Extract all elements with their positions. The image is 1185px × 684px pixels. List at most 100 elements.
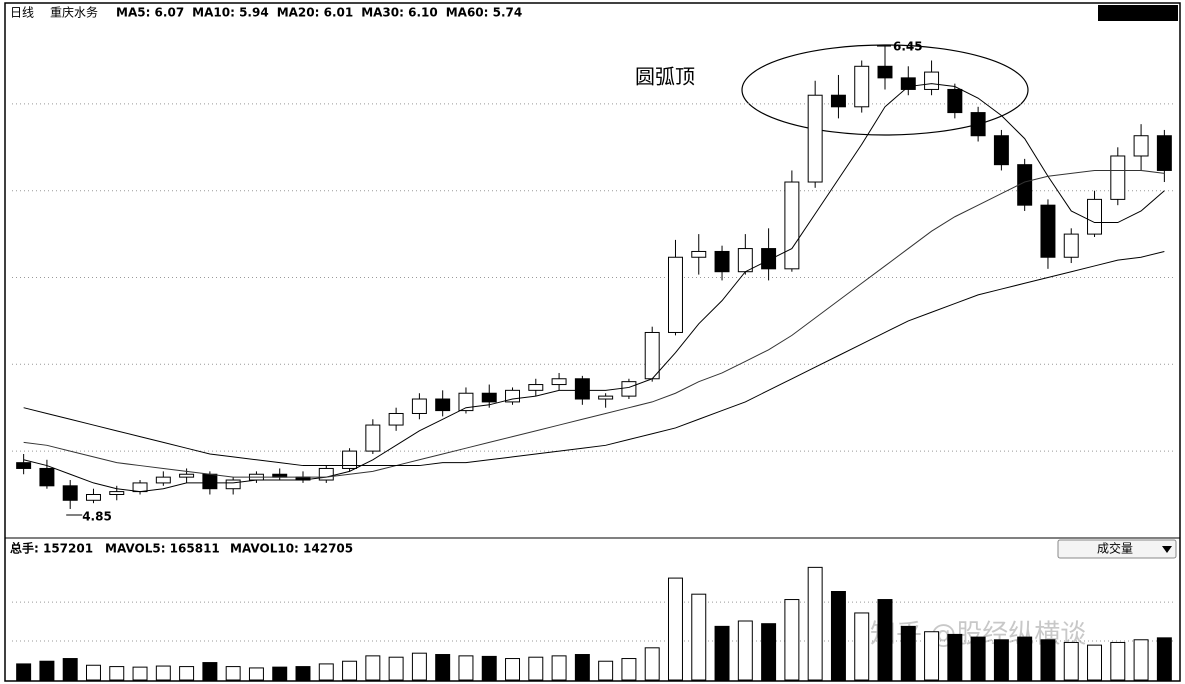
candle-body <box>667 256 683 333</box>
candle-body <box>85 493 101 501</box>
volume-bar <box>1087 644 1103 681</box>
volume-bar <box>179 666 195 681</box>
corner-block <box>1098 5 1178 21</box>
volume-bar <box>854 612 870 681</box>
candle-body <box>1156 135 1172 171</box>
volume-bar <box>1110 641 1126 681</box>
volume-bar <box>458 655 474 681</box>
candle-body <box>202 473 218 490</box>
candle-body <box>1063 233 1079 258</box>
ma-line <box>23 250 1165 467</box>
volume-bar <box>295 666 311 681</box>
candle-body <box>598 395 614 400</box>
candle-body <box>1040 204 1056 258</box>
volume-bar <box>342 660 358 681</box>
volume-bar <box>714 625 730 681</box>
volume-legend: MAVOL10: 142705 <box>230 542 353 556</box>
volume-bar <box>667 577 683 681</box>
volume-bar <box>924 631 940 681</box>
volume-bar <box>621 658 637 681</box>
volume-bar <box>16 663 32 681</box>
candle-body <box>714 250 730 273</box>
candle-body <box>1087 198 1103 235</box>
volume-bar <box>272 666 288 681</box>
low-label: 4.85 <box>82 509 112 523</box>
candle-body <box>342 450 358 469</box>
candle-body <box>109 491 125 495</box>
volume-bar <box>784 599 800 681</box>
volume-bar <box>85 664 101 681</box>
candle-body <box>435 398 451 412</box>
indicator-dropdown[interactable] <box>1057 539 1177 559</box>
volume-bar <box>202 662 218 681</box>
candle-body <box>970 112 986 137</box>
volume-bar <box>993 639 1009 681</box>
volume-bar <box>62 658 78 681</box>
candle-body <box>132 482 148 493</box>
candle-body <box>16 462 32 469</box>
volume-bar <box>528 656 544 681</box>
ma-legend: MA20: 6.01 <box>277 6 354 20</box>
frame <box>4 2 1181 682</box>
volume-bar <box>1017 636 1033 681</box>
candle-body <box>1017 164 1033 206</box>
volume-bar <box>644 647 660 681</box>
volume-bar <box>365 655 381 681</box>
volume-bar <box>481 655 497 681</box>
candle-body <box>1110 155 1126 200</box>
volume-bar <box>830 591 846 681</box>
candle-body <box>761 248 777 270</box>
volume-bar <box>551 655 567 681</box>
annotation: 圆弧顶 <box>635 65 695 89</box>
candle-body <box>62 485 78 501</box>
annotation-ellipse <box>741 44 1029 136</box>
candle-body <box>225 479 241 490</box>
volume-bar <box>807 566 823 681</box>
ma-legend: MA10: 5.94 <box>192 6 269 20</box>
period: 日线 <box>10 6 34 20</box>
candle-body <box>830 94 846 108</box>
dropdown-arrow[interactable] <box>1162 546 1172 553</box>
ma-line <box>23 83 1165 493</box>
ma-legend: MA30: 6.10 <box>361 6 438 20</box>
volume-bar <box>1133 639 1149 681</box>
volume-bar <box>947 633 963 681</box>
candle-body <box>388 412 404 426</box>
candle-body <box>691 250 707 258</box>
stock-name: 重庆水务 <box>50 5 98 20</box>
indicator-label[interactable]: 成交量 <box>1097 541 1133 556</box>
volume-bar <box>691 593 707 681</box>
candle-body <box>574 378 590 400</box>
volume-bar <box>155 665 171 681</box>
candle-body <box>993 135 1009 166</box>
volume-bar <box>598 660 614 681</box>
candle-body <box>481 392 497 403</box>
candle-body <box>39 467 55 487</box>
candle-body <box>528 384 544 391</box>
ma-line <box>23 169 1165 478</box>
volume-bar <box>574 654 590 681</box>
candle-body <box>411 398 427 414</box>
volume-legend: MAVOL5: 165811 <box>105 542 220 556</box>
candle-body <box>1133 135 1149 157</box>
volume-bar <box>761 623 777 681</box>
candle-body <box>155 476 171 484</box>
candle-body <box>924 71 940 90</box>
volume-bar <box>1156 637 1172 681</box>
candle-body <box>505 389 521 403</box>
volume-bar <box>900 625 916 681</box>
ma-legend: MA60: 5.74 <box>446 6 523 20</box>
candle-body <box>807 94 823 183</box>
candle-body <box>854 65 870 108</box>
volume-bar <box>248 667 264 681</box>
volume-bar <box>970 636 986 681</box>
candle-body <box>947 88 963 114</box>
candle-body <box>621 381 637 397</box>
volume-bar <box>109 666 125 681</box>
volume-bar <box>132 666 148 681</box>
volume-bar <box>1063 641 1079 681</box>
candle-body <box>784 181 800 270</box>
candle-body <box>365 424 381 452</box>
candle-body <box>877 65 893 79</box>
